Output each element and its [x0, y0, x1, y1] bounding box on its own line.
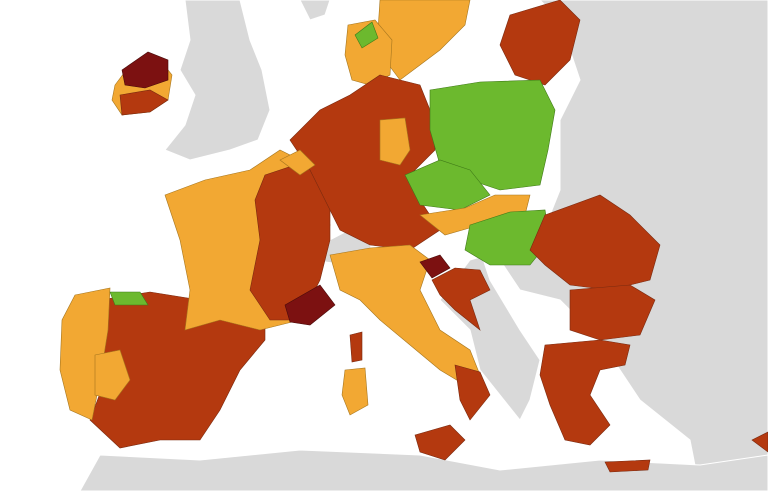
corsica [349, 331, 363, 363]
spain-centre [94, 349, 131, 401]
sardinia [341, 367, 369, 416]
northern-ireland [121, 51, 169, 89]
germany-centre [379, 117, 411, 166]
basque [109, 291, 149, 306]
finland-baltic [499, 0, 581, 86]
bulgaria [569, 284, 656, 341]
north-africa [79, 449, 768, 491]
sicily [414, 424, 466, 461]
crete [604, 459, 651, 473]
slovakia-austria [419, 194, 531, 236]
provence [284, 284, 336, 326]
italy-south [454, 364, 491, 421]
czechia [404, 159, 491, 211]
slovenia [419, 254, 451, 279]
greece [539, 339, 631, 446]
croatia [431, 267, 491, 331]
cyprus [751, 431, 768, 453]
poland [429, 79, 556, 191]
great-britain [164, 0, 271, 161]
denmark-north [354, 21, 379, 49]
belgium [279, 149, 316, 176]
norway [299, 0, 331, 21]
ireland-south [119, 89, 169, 116]
